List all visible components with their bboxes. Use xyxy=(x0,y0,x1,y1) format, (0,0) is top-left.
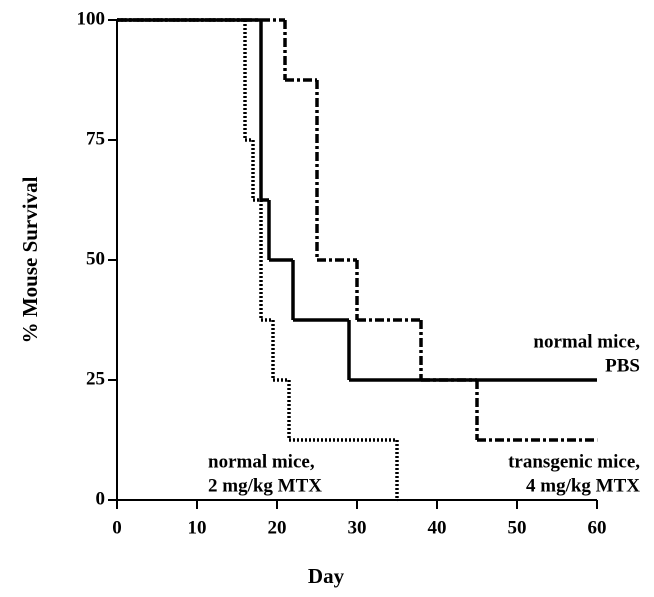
y-tick-label: 25 xyxy=(86,368,105,389)
y-tick-label: 0 xyxy=(96,488,106,509)
x-tick-label: 30 xyxy=(348,517,367,538)
series-label: normal mice, xyxy=(533,331,640,352)
series-label: 2 mg/kg MTX xyxy=(208,475,322,496)
x-tick-label: 10 xyxy=(188,517,207,538)
x-tick-label: 50 xyxy=(508,517,527,538)
y-tick-label: 75 xyxy=(86,128,105,149)
y-tick-label: 100 xyxy=(77,8,106,29)
series-label: transgenic mice, xyxy=(508,451,640,472)
y-axis-title: % Mouse Survival xyxy=(18,176,42,343)
x-tick-label: 60 xyxy=(588,517,607,538)
series-label: normal mice, xyxy=(208,451,315,472)
y-tick-label: 50 xyxy=(86,248,105,269)
x-tick-label: 20 xyxy=(268,517,287,538)
x-tick-label: 0 xyxy=(112,517,122,538)
series-label: 4 mg/kg MTX xyxy=(526,475,640,496)
x-tick-label: 40 xyxy=(428,517,447,538)
series-label: PBS xyxy=(605,355,640,376)
x-axis-title: Day xyxy=(308,564,345,588)
